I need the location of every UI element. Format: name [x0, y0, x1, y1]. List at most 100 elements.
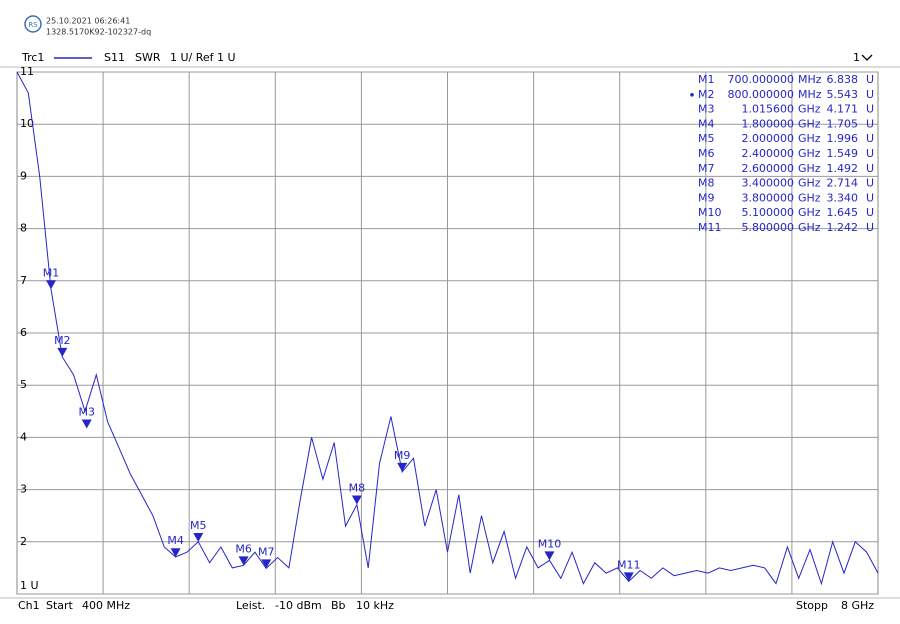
trace-format[interactable]: SWR [135, 51, 161, 64]
active-marker-dot [690, 93, 694, 97]
marker-label: M6 [235, 542, 252, 555]
device-id: 1328.5170K92-102327-dq [46, 28, 151, 37]
marker-table-name: M4 [698, 117, 715, 130]
marker-table-name: M10 [698, 206, 722, 219]
marker-table-stimulus: 5.800000 [742, 221, 795, 234]
marker-symbol [193, 533, 204, 543]
marker-table-response-unit: U [866, 147, 874, 160]
marker-table-response-unit: U [866, 206, 874, 219]
marker-table-response: 1.242 [827, 221, 859, 234]
marker-table-stimulus: 800.000000 [728, 88, 794, 101]
stop-value[interactable]: 8 GHz [841, 599, 874, 612]
marker-label: M11 [617, 558, 641, 571]
trace-name[interactable]: Trc1 [21, 51, 44, 64]
stop-label: Stopp [796, 599, 828, 612]
marker-table-response: 1.549 [827, 147, 859, 160]
y-tick-label: 8 [20, 222, 27, 235]
logo: RS [24, 15, 42, 33]
marker-symbol [45, 280, 56, 290]
channel: Ch1 [18, 599, 40, 612]
timestamp: 25.10.2021 06:26:41 [46, 17, 130, 26]
marker-table-name: M7 [698, 162, 715, 175]
marker-symbol [397, 462, 408, 472]
marker-symbol [623, 572, 634, 582]
marker-table-response: 1.705 [827, 117, 859, 130]
marker-table-name: M3 [698, 103, 715, 116]
marker-table-response-unit: U [866, 88, 874, 101]
marker-table-response-unit: U [866, 132, 874, 145]
marker-table-stimulus-unit: GHz [798, 177, 821, 190]
y-tick-label: 3 [20, 483, 27, 496]
marker-table-name: M2 [698, 88, 715, 101]
logo-ring [24, 15, 42, 33]
marker-label: M9 [394, 449, 411, 462]
marker-table-response: 1.492 [827, 162, 859, 175]
y-tick-label: 2 [20, 535, 27, 548]
marker-symbol [351, 495, 362, 505]
marker-symbol [238, 556, 249, 566]
trace [16, 71, 879, 586]
marker-table-stimulus-unit: MHz [798, 88, 822, 101]
marker-table-stimulus-unit: GHz [798, 147, 821, 160]
marker-label: M8 [349, 482, 366, 495]
marker-table-response: 5.543 [827, 88, 859, 101]
marker-table-response: 4.171 [827, 103, 859, 116]
marker-table-stimulus: 2.000000 [742, 132, 795, 145]
marker-label: M5 [190, 519, 207, 532]
power-label: Leist. [236, 599, 265, 612]
marker-table-stimulus-unit: GHz [798, 162, 821, 175]
marker-label: M7 [258, 545, 275, 558]
marker-table-stimulus-unit: GHz [798, 221, 821, 234]
marker-label: M10 [538, 537, 562, 550]
marker-table-response-unit: U [866, 162, 874, 175]
marker-table-stimulus: 2.400000 [742, 147, 795, 160]
marker-table-stimulus: 2.600000 [742, 162, 795, 175]
marker-table-stimulus: 700.000000 [728, 73, 794, 86]
start-label: Start [46, 599, 74, 612]
marker-table-response: 1.645 [827, 206, 859, 219]
marker-table-stimulus: 1.800000 [742, 117, 795, 130]
trace-parameter[interactable]: S11 [104, 51, 125, 64]
y-tick-label: 9 [20, 169, 27, 182]
marker-symbol [81, 419, 92, 429]
marker-table-stimulus: 3.800000 [742, 191, 795, 204]
marker-table-stimulus-unit: MHz [798, 73, 822, 86]
marker-symbol [57, 347, 68, 357]
window-menu-chevron[interactable] [861, 54, 873, 61]
marker-label: M2 [54, 334, 71, 347]
marker-table-response: 2.714 [827, 177, 859, 190]
marker-table-response-unit: U [866, 221, 874, 234]
marker-table-stimulus: 5.100000 [742, 206, 795, 219]
y-tick-label: 11 [20, 65, 34, 78]
marker-table-response-unit: U [866, 177, 874, 190]
marker-table-stimulus-unit: GHz [798, 103, 821, 116]
marker-table-response-unit: U [866, 117, 874, 130]
marker-symbol [544, 551, 555, 561]
y-tick-label: 7 [20, 274, 27, 287]
bandwidth-value[interactable]: 10 kHz [356, 599, 394, 612]
marker-table-stimulus-unit: GHz [798, 206, 821, 219]
start-value[interactable]: 400 MHz [82, 599, 130, 612]
y-tick-label: 4 [20, 430, 27, 443]
marker-symbol [170, 548, 181, 558]
marker-label: M3 [78, 405, 95, 418]
logo-mark: RS [28, 21, 38, 29]
window-number[interactable]: 1 [853, 51, 860, 64]
marker-table-stimulus-unit: GHz [798, 132, 821, 145]
marker-table-stimulus: 3.400000 [742, 177, 795, 190]
marker-table-stimulus-unit: GHz [798, 117, 821, 130]
marker-table-name: M5 [698, 132, 715, 145]
marker-symbol [261, 559, 272, 569]
marker-table-response-unit: U [866, 103, 874, 116]
marker-table-response: 6.838 [827, 73, 859, 86]
power-value[interactable]: -10 dBm [275, 599, 322, 612]
marker-table-name: M8 [698, 177, 715, 190]
marker-table-name: M1 [698, 73, 715, 86]
bandwidth-label: Bb [331, 599, 346, 612]
trace-scale[interactable]: 1 U/ Ref 1 U [170, 51, 236, 64]
marker-table-response-unit: U [866, 191, 874, 204]
marker-table-response: 1.996 [827, 132, 859, 145]
y-tick-label: 10 [20, 117, 34, 130]
marker-table-name: M9 [698, 191, 715, 204]
